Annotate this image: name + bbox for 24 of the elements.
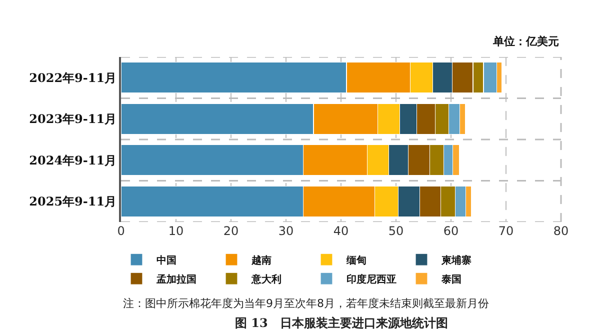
x-tick-label: 50 [388, 224, 404, 238]
text: 单位：亿美元 [492, 35, 559, 48]
x-tick-label: 0 [117, 224, 125, 238]
x-tick-label: 40 [333, 224, 349, 238]
caption: 图 13 日本服装主要进口来源地统计图 [235, 316, 448, 329]
x-tick-label: 10 [168, 224, 184, 238]
legend-label: 泰国 [440, 274, 462, 286]
x-tick-label: 80 [553, 224, 569, 238]
legend-label: 孟加拉国 [156, 274, 196, 286]
x-tick-label: 20 [223, 224, 239, 238]
x-tick-label: 30 [278, 224, 294, 238]
x-tick-label: 60 [443, 224, 459, 238]
x-tick-label: 70 [498, 224, 514, 238]
legend-label: 意大利 [250, 274, 282, 286]
legend-label: 印度尼西亚 [346, 274, 396, 286]
text: 注：图中所示棉花年度为当年9月至次年8月，若年度未结束则截至最新月份 [123, 297, 489, 310]
legend-label: 缅甸 [346, 254, 366, 266]
y-tick-label: 2023年9-11月 [29, 112, 117, 126]
y-tick-label: 2022年9-11月 [29, 70, 117, 85]
y-tick-label: 2024年9-11月 [29, 153, 117, 168]
legend-label: 越南 [250, 254, 272, 266]
y-tick-label: 2025年9-11月 [29, 194, 117, 209]
legend-label: 中国 [156, 254, 176, 266]
legend-label: 柬埔寨 [440, 254, 472, 266]
